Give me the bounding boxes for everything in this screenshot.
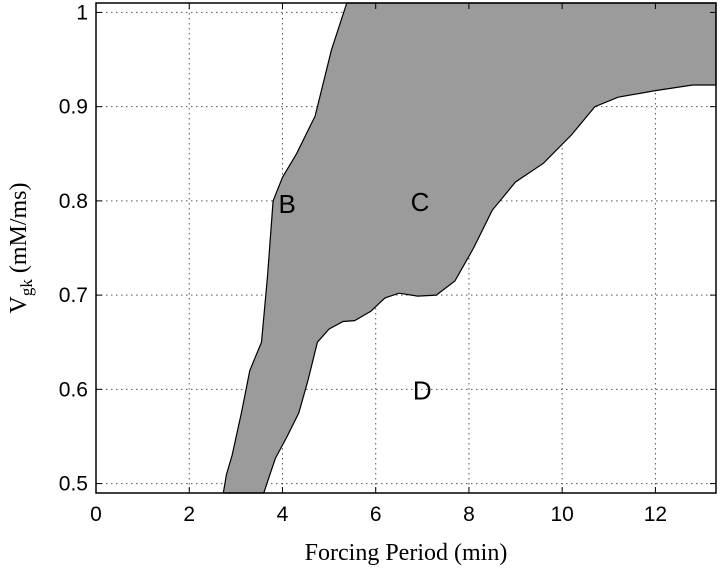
x-tick-label: 12: [644, 503, 667, 526]
y-tick-label: 1: [76, 1, 88, 24]
x-tick-label: 6: [370, 503, 382, 526]
x-axis-title: Forcing Period (min): [305, 540, 508, 566]
region-labels: B C D: [278, 187, 431, 405]
y-tick-label: 0.7: [59, 284, 88, 307]
axis-ticks: 0 2 4 6 8 10 12 0.5 0.6 0.7 0.8 0.9 1: [59, 1, 716, 526]
y-axis-title-main: V: [6, 296, 32, 314]
x-tick-label: 2: [183, 503, 195, 526]
y-tick-label: 0.6: [59, 378, 88, 401]
y-axis-title: Vgk (mM/ms): [6, 182, 36, 313]
shaded-region: [222, 2, 717, 494]
x-tick-label: 10: [550, 503, 573, 526]
y-tick-label: 0.5: [59, 473, 88, 496]
region-label-d: D: [413, 375, 432, 405]
y-axis-title-subscript: gk: [17, 279, 36, 297]
region-label-b: B: [278, 189, 295, 219]
x-tick-label: 8: [463, 503, 475, 526]
y-tick-label: 0.8: [59, 190, 88, 213]
region-label-c: C: [411, 187, 430, 217]
y-axis-title-units: (mM/ms): [6, 182, 32, 279]
y-tick-label: 0.9: [59, 96, 88, 119]
x-tick-label: 4: [277, 503, 289, 526]
x-tick-label: 0: [90, 503, 102, 526]
plot-frame: [95, 2, 717, 494]
